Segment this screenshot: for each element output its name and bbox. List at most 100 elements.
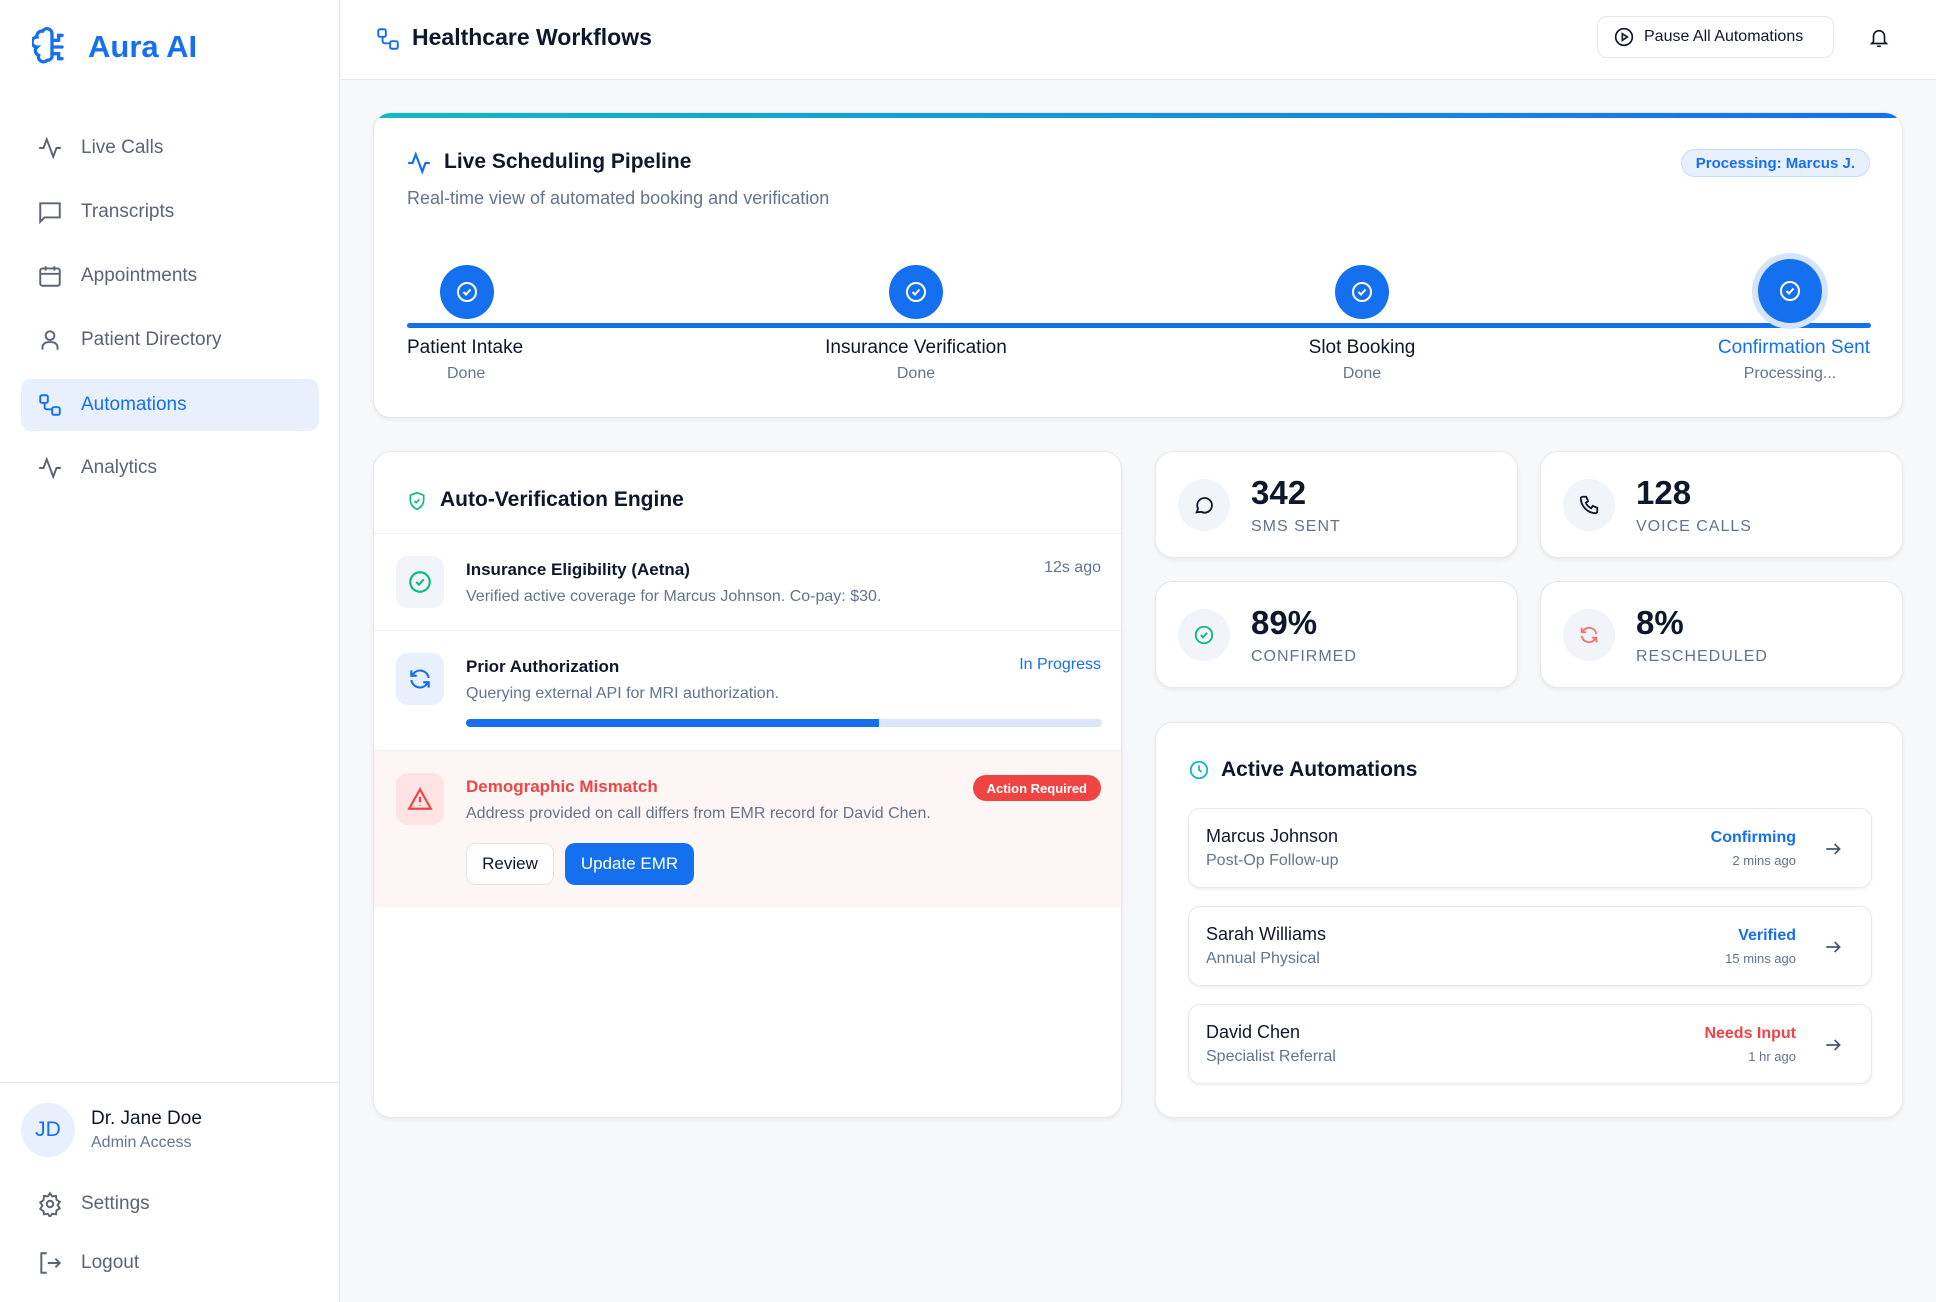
auth-progress-bar xyxy=(466,719,1102,727)
pause-all-button[interactable]: Pause All Automations xyxy=(1597,16,1834,58)
stat-rescheduled: 8% RESCHEDULED xyxy=(1540,581,1903,688)
automation-item[interactable]: Sarah Williams Annual Physical Verified … xyxy=(1188,906,1872,986)
automation-type: Annual Physical xyxy=(1206,950,1320,967)
step-2-status: Done xyxy=(896,365,936,382)
processing-badge: Processing: Marcus J. xyxy=(1680,149,1870,177)
step-1-label: Patient Intake xyxy=(407,337,524,358)
item-status: In Progress xyxy=(1019,656,1101,673)
sidebar-item-appointments[interactable]: Appointments xyxy=(21,250,319,302)
automation-status: Confirming xyxy=(1710,829,1796,846)
item-desc: Querying external API for MRI authorizat… xyxy=(466,685,780,702)
sidebar-item-label: Analytics xyxy=(81,457,158,478)
stat-label: CONFIRMED xyxy=(1251,648,1357,665)
item-desc: Verified active coverage for Marcus John… xyxy=(466,588,882,605)
pipeline-progress-fill xyxy=(407,323,1871,328)
sidebar-item-label: Transcripts xyxy=(81,201,175,222)
user-role: Admin Access xyxy=(91,1134,192,1151)
sidebar-item-automations[interactable]: Automations xyxy=(21,379,319,431)
sidebar-item-label: Automations xyxy=(81,394,187,415)
user-icon xyxy=(41,330,59,350)
stat-icon-box xyxy=(1563,479,1615,531)
stat-icon-box xyxy=(1178,609,1230,661)
verification-item-alert: Demographic Mismatch Address provided on… xyxy=(374,750,1121,907)
stat-label: VOICE CALLS xyxy=(1636,518,1752,535)
stat-icon-box xyxy=(1563,609,1615,661)
refresh-icon xyxy=(1580,626,1598,644)
sidebar: Aura AI Live Calls Transcripts Appointme… xyxy=(0,0,340,1302)
sidebar-item-label: Appointments xyxy=(81,265,198,286)
clock-icon xyxy=(1189,760,1209,780)
stat-label: SMS SENT xyxy=(1251,518,1341,535)
pipeline-track xyxy=(407,323,1871,328)
play-circle-icon xyxy=(1614,27,1634,47)
message-circle-icon xyxy=(1195,497,1213,514)
automation-time: 15 mins ago xyxy=(1725,951,1796,966)
stat-value: 342 xyxy=(1251,474,1307,511)
step-3-circle xyxy=(1335,265,1389,319)
sidebar-item-analytics[interactable]: Analytics xyxy=(21,442,319,494)
automation-status: Verified xyxy=(1738,927,1796,944)
pipeline-title: Live Scheduling Pipeline xyxy=(444,150,692,173)
stat-icon-box xyxy=(1178,479,1230,531)
step-2-label: Insurance Verification xyxy=(825,337,1007,358)
logout-button[interactable]: Logout xyxy=(21,1237,319,1289)
auth-progress-fill xyxy=(466,719,880,727)
arrow-right-icon[interactable] xyxy=(1823,1035,1843,1055)
avatar[interactable]: JD xyxy=(21,1103,75,1157)
step-4-circle xyxy=(1758,259,1822,323)
automation-time: 1 hr ago xyxy=(1748,1049,1796,1064)
brand-name: Aura AI xyxy=(88,29,198,64)
automation-item[interactable]: David Chen Specialist Referral Needs Inp… xyxy=(1188,1004,1872,1084)
sidebar-item-transcripts[interactable]: Transcripts xyxy=(21,186,319,238)
stat-value: 89% xyxy=(1251,604,1318,641)
check-circle-icon xyxy=(409,571,431,593)
activity-icon xyxy=(408,151,430,175)
item-desc: Address provided on call differs from EM… xyxy=(466,805,931,822)
gear-icon xyxy=(38,1191,62,1217)
settings-label: Settings xyxy=(81,1193,150,1214)
user-name: Dr. Jane Doe xyxy=(91,1108,202,1129)
verification-item[interactable]: Prior Authorization Querying external AP… xyxy=(374,630,1121,750)
top-header: Healthcare Workflows Pause All Automatio… xyxy=(341,0,1936,80)
sidebar-item-live-calls[interactable]: Live Calls xyxy=(21,122,319,174)
step-4-label: Confirmation Sent xyxy=(1717,337,1870,358)
arrow-right-icon[interactable] xyxy=(1823,839,1843,859)
step-1-status: Done xyxy=(447,365,486,382)
activity-icon xyxy=(39,456,61,480)
bell-icon[interactable] xyxy=(1868,26,1890,50)
brand-logo[interactable]: Aura AI xyxy=(32,26,197,68)
step-3-label: Slot Booking xyxy=(1308,337,1416,358)
active-automations-title: Active Automations xyxy=(1221,758,1418,781)
arrow-right-icon[interactable] xyxy=(1823,937,1843,957)
logout-icon xyxy=(40,1252,62,1274)
automation-type: Post-Op Follow-up xyxy=(1206,852,1339,869)
update-emr-button[interactable]: Update EMR xyxy=(565,843,694,885)
phone-icon xyxy=(1579,495,1599,515)
check-circle-icon xyxy=(457,282,477,302)
step-3-status: Done xyxy=(1342,365,1382,382)
review-button[interactable]: Review xyxy=(466,843,554,885)
brain-circuit-icon xyxy=(32,27,64,64)
automation-type: Specialist Referral xyxy=(1206,1048,1336,1065)
status-icon-box xyxy=(396,556,444,608)
action-required-badge: Action Required xyxy=(972,775,1101,801)
pause-all-label: Pause All Automations xyxy=(1644,28,1804,45)
item-title: Demographic Mismatch xyxy=(466,777,658,796)
step-4-status: Processing... xyxy=(1743,365,1837,382)
pipeline-accent-bar xyxy=(374,113,1902,118)
status-icon-box xyxy=(396,653,444,705)
item-title: Prior Authorization xyxy=(466,657,620,676)
stat-value: 8% xyxy=(1636,604,1684,641)
active-automations-card: Active Automations Marcus Johnson Post-O… xyxy=(1155,722,1903,1118)
verification-item[interactable]: Insurance Eligibility (Aetna) Verified a… xyxy=(374,533,1121,630)
automation-item[interactable]: Marcus Johnson Post-Op Follow-up Confirm… xyxy=(1188,808,1872,888)
stat-label: RESCHEDULED xyxy=(1636,648,1768,665)
calendar-icon xyxy=(39,266,61,287)
settings-button[interactable]: Settings xyxy=(21,1178,319,1230)
stat-confirmed: 89% CONFIRMED xyxy=(1155,581,1518,688)
step-2-circle xyxy=(889,265,943,319)
sidebar-item-label: Live Calls xyxy=(81,137,164,158)
patient-name: Sarah Williams xyxy=(1206,924,1327,944)
workflow-icon xyxy=(39,394,61,416)
sidebar-item-patient-directory[interactable]: Patient Directory xyxy=(21,314,319,366)
